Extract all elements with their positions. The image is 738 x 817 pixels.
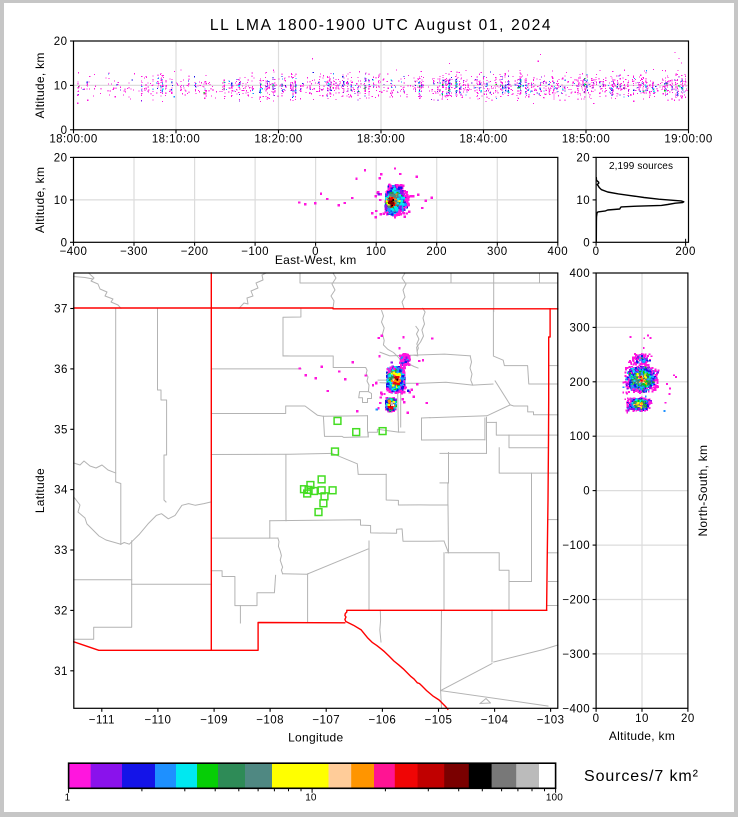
svg-text:400: 400 xyxy=(548,246,569,258)
svg-text:200: 200 xyxy=(426,246,447,258)
svg-text:10: 10 xyxy=(305,793,317,804)
svg-text:32: 32 xyxy=(54,605,68,617)
svg-text:10: 10 xyxy=(635,713,649,725)
svg-text:0: 0 xyxy=(583,486,590,498)
svg-text:100: 100 xyxy=(546,793,563,804)
svg-text:20: 20 xyxy=(54,152,68,164)
svg-text:−104: −104 xyxy=(481,715,509,727)
svg-text:300: 300 xyxy=(570,322,591,334)
svg-text:−400: −400 xyxy=(60,246,88,258)
svg-text:0: 0 xyxy=(61,237,68,249)
svg-text:100: 100 xyxy=(570,431,591,443)
svg-text:33: 33 xyxy=(54,545,68,557)
svg-text:Altitude, km: Altitude, km xyxy=(609,729,675,743)
svg-text:0: 0 xyxy=(312,246,319,258)
svg-text:−105: −105 xyxy=(425,715,453,727)
svg-text:Latitude: Latitude xyxy=(33,468,47,513)
svg-text:18:40:00: 18:40:00 xyxy=(459,134,507,146)
svg-text:−200: −200 xyxy=(181,246,209,258)
svg-text:−106: −106 xyxy=(369,715,397,727)
svg-text:10: 10 xyxy=(54,195,68,207)
svg-text:0: 0 xyxy=(593,713,600,725)
svg-text:−200: −200 xyxy=(562,595,590,607)
svg-text:200: 200 xyxy=(675,246,696,258)
svg-text:0: 0 xyxy=(583,237,590,249)
svg-text:18:20:00: 18:20:00 xyxy=(254,134,302,146)
svg-text:18:30:00: 18:30:00 xyxy=(357,134,405,146)
svg-text:−108: −108 xyxy=(256,715,284,727)
svg-text:36: 36 xyxy=(54,364,68,376)
svg-text:−100: −100 xyxy=(241,246,269,258)
svg-text:−300: −300 xyxy=(562,649,590,661)
svg-text:−400: −400 xyxy=(562,703,590,715)
svg-text:−103: −103 xyxy=(537,715,565,727)
svg-text:200: 200 xyxy=(570,377,591,389)
svg-text:0: 0 xyxy=(593,246,600,258)
svg-text:East-West, km: East-West, km xyxy=(275,253,357,267)
svg-text:Altitude, km: Altitude, km xyxy=(33,167,47,233)
svg-text:20: 20 xyxy=(681,713,695,725)
svg-text:35: 35 xyxy=(54,424,68,436)
svg-text:Altitude, km: Altitude, km xyxy=(33,52,47,118)
svg-text:1: 1 xyxy=(65,793,71,804)
svg-text:300: 300 xyxy=(487,246,508,258)
svg-text:400: 400 xyxy=(570,268,591,280)
svg-text:2,199 sources: 2,199 sources xyxy=(609,161,673,172)
svg-text:18:00:00: 18:00:00 xyxy=(49,134,97,146)
svg-text:37: 37 xyxy=(54,304,68,316)
svg-text:10: 10 xyxy=(54,80,68,92)
svg-text:−100: −100 xyxy=(562,540,590,552)
svg-text:18:50:00: 18:50:00 xyxy=(562,134,610,146)
svg-text:−109: −109 xyxy=(200,715,228,727)
svg-text:100: 100 xyxy=(366,246,387,258)
svg-text:19:00:00: 19:00:00 xyxy=(664,134,712,146)
svg-text:20: 20 xyxy=(576,152,590,164)
svg-text:LL LMA 1800-1900 UTC August 01: LL LMA 1800-1900 UTC August 01, 2024 xyxy=(210,17,552,34)
svg-text:31: 31 xyxy=(54,666,68,678)
svg-text:−300: −300 xyxy=(120,246,148,258)
svg-text:10: 10 xyxy=(576,195,590,207)
svg-text:18:10:00: 18:10:00 xyxy=(152,134,200,146)
svg-text:Sources/7 km²: Sources/7 km² xyxy=(584,768,699,785)
svg-text:Longitude: Longitude xyxy=(288,731,343,745)
svg-text:−110: −110 xyxy=(144,715,171,727)
svg-text:34: 34 xyxy=(54,485,68,497)
svg-text:−107: −107 xyxy=(312,715,340,727)
svg-text:20: 20 xyxy=(54,36,68,48)
svg-text:0: 0 xyxy=(61,125,68,137)
svg-text:−111: −111 xyxy=(89,715,115,727)
svg-text:North-South, km: North-South, km xyxy=(696,445,710,537)
